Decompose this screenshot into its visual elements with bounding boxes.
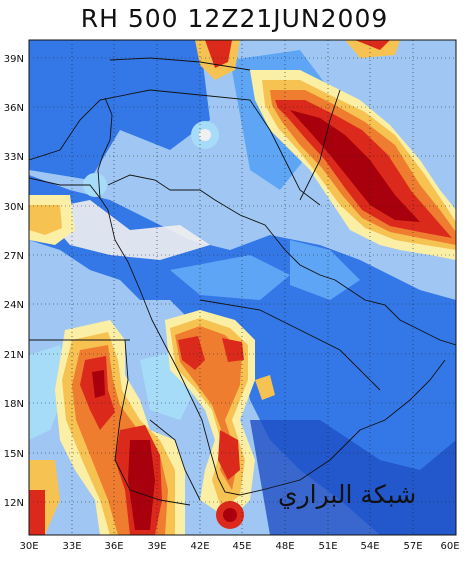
lat-tick: 36N (4, 103, 24, 114)
lat-labels: 39N 36N 33N 30N 27N 24N 21N 18N 15N 12N (4, 54, 24, 509)
map-title: RH 500 12Z21JUN2009 (80, 4, 389, 33)
lon-tick: 60E (440, 541, 459, 552)
lat-tick: 18N (4, 399, 24, 410)
lat-tick: 30N (4, 202, 24, 213)
lon-tick: 33E (62, 541, 81, 552)
lat-tick: 24N (4, 300, 24, 311)
lon-tick: 39E (147, 541, 166, 552)
lon-tick: 57E (403, 541, 422, 552)
watermark-text: شبكة البراري (278, 480, 417, 509)
lon-tick: 54E (360, 541, 379, 552)
lon-tick: 48E (275, 541, 294, 552)
lon-labels: 30E 33E 36E 39E 42E 45E 48E 51E 54E 57E … (19, 541, 459, 552)
lon-tick: 36E (104, 541, 123, 552)
lon-tick: 42E (190, 541, 209, 552)
humidity-field (29, 40, 456, 535)
lat-tick: 39N (4, 54, 24, 65)
lat-tick: 12N (4, 498, 24, 509)
lon-tick: 51E (318, 541, 337, 552)
lat-tick: 33N (4, 152, 24, 163)
lat-tick: 21N (4, 350, 24, 361)
lon-tick: 30E (19, 541, 38, 552)
lat-tick: 15N (4, 449, 24, 460)
graticule (29, 40, 456, 535)
lat-tick: 27N (4, 251, 24, 262)
map-frame (28, 39, 457, 536)
coastlines (29, 57, 456, 506)
lon-tick: 45E (232, 541, 251, 552)
